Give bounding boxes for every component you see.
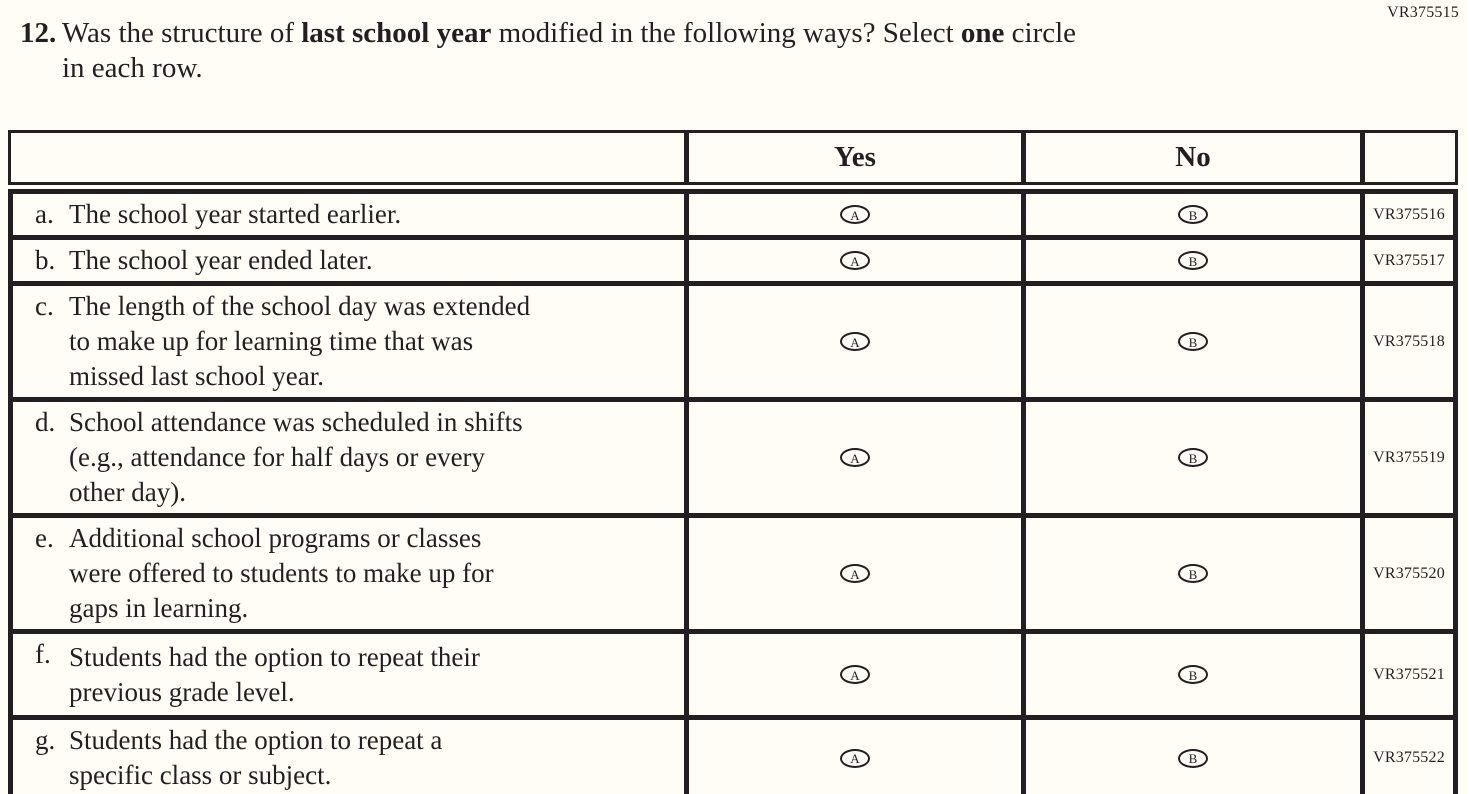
table-body: a. The school year started earlier. A B … [8,189,1458,794]
no-option-cell: B [1026,286,1365,397]
yes-option-cell: A [689,402,1026,513]
no-bubble-e[interactable]: B [1178,564,1208,583]
row-text: The school year started earlier. [69,197,680,232]
row-label: d. [35,407,56,437]
yes-option-cell: A [689,518,1026,629]
question-text-bold: last school year [301,17,492,49]
row-question-cell: c. The length of the school day was exte… [13,286,689,397]
row-label: f. [35,639,51,669]
row-question-cell: b. The school year ended later. [13,240,689,281]
yes-option-cell: A [689,286,1026,397]
no-option-cell: B [1026,634,1365,715]
row-text-line: previous grade level. [69,676,295,707]
table-row-g: g. Students had the option to repeat a sp… [8,715,1458,794]
yes-option-cell: A [689,194,1026,235]
row-question-cell: d. School attendance was scheduled in sh… [13,402,689,513]
no-option-cell: B [1026,240,1365,281]
yes-bubble-f[interactable]: A [840,665,870,684]
row-text: Additional school programs or classes wer… [69,521,680,626]
row-label: a. [35,199,54,229]
table-row-a: a. The school year started earlier. A B … [8,189,1458,240]
row-code: VR375520 [1373,564,1445,582]
yes-bubble-b[interactable]: A [840,251,870,270]
no-option-cell: B [1026,720,1365,794]
row-text-line: gaps in learning. [69,593,249,623]
row-text-line: School attendance was scheduled in shift… [69,407,523,437]
row-text-line: Students had the option to repeat their [69,641,480,672]
no-option-cell: B [1026,518,1365,629]
row-text: The school year ended later. [69,243,680,278]
row-text-line: The school year started earlier. [69,199,402,229]
row-text: Students had the option to repeat their p… [69,640,680,710]
header-no-column: No [1026,133,1365,182]
question-text-part: modified in the following ways? Select [491,17,961,49]
row-question-cell: f. Students had the option to repeat the… [13,634,689,715]
question-text-bold: one [960,17,1005,49]
no-bubble-c[interactable]: B [1178,332,1208,351]
row-code: VR375518 [1373,332,1445,350]
header-code-column [1365,133,1455,182]
table-row-e: e. Additional school programs or classes… [8,513,1458,634]
yes-bubble-c[interactable]: A [840,332,870,351]
row-text-line: to make up for learning time that was [69,326,474,356]
no-bubble-d[interactable]: B [1178,448,1208,467]
row-code: VR375516 [1373,205,1445,223]
question-text-part: circle [1004,17,1077,49]
question-block: 12. Was the structure of last school yea… [20,16,1076,86]
question-number: 12. [20,17,57,49]
row-label: g. [35,725,56,755]
row-question-cell: a. The school year started earlier. [13,194,689,235]
row-text-line: The length of the school day was extende… [69,291,531,321]
no-bubble-b[interactable]: B [1178,251,1208,270]
yes-option-cell: A [689,240,1026,281]
question-line-1: Was the structure of last school year mo… [62,16,1076,51]
table-header-row: Yes No [8,130,1458,185]
row-text-line: Additional school programs or classes [69,523,482,553]
row-code: VR375521 [1373,665,1445,683]
row-label: c. [35,291,54,321]
table-row-c: c. The length of the school day was exte… [8,281,1458,402]
row-text-line: Students had the option to repeat a [69,725,443,755]
table-row-d: d. School attendance was scheduled in sh… [8,397,1458,518]
table-row-b: b. The school year ended later. A B VR37… [8,235,1458,286]
question-text-part: Was the structure of [62,17,302,49]
row-text-line: The school year ended later. [69,245,373,275]
no-option-cell: B [1026,402,1365,513]
header-item-column [11,133,689,182]
question-text: Was the structure of last school year mo… [62,16,1076,86]
no-bubble-a[interactable]: B [1178,205,1208,224]
row-code: VR375517 [1373,251,1445,269]
yes-option-cell: A [689,720,1026,794]
row-code: VR375522 [1373,749,1445,766]
row-text-line: missed last school year. [69,361,324,391]
row-text: Students had the option to repeat a speci… [69,723,680,793]
row-question-cell: e. Additional school programs or classes… [13,518,689,629]
row-text-line: specific class or subject. [69,760,332,790]
yes-bubble-g[interactable]: A [840,748,870,768]
row-text: The length of the school day was extende… [69,289,680,394]
row-question-cell: g. Students had the option to repeat a sp… [13,720,689,794]
no-option-cell: B [1026,194,1365,235]
no-bubble-g[interactable]: B [1178,748,1208,768]
response-table: Yes No a. The school year started earlie… [8,130,1458,794]
yes-option-cell: A [689,634,1026,715]
row-text-line: were offered to students to make up for [69,558,494,588]
table-row-f: f. Students had the option to repeat the… [8,629,1458,720]
row-label: e. [35,523,54,553]
yes-bubble-e[interactable]: A [840,564,870,583]
yes-bubble-d[interactable]: A [840,448,870,467]
row-text-line: other day). [69,477,186,507]
row-text-line: (e.g., attendance for half days or every [69,442,486,472]
header-yes-column: Yes [689,133,1026,182]
yes-bubble-a[interactable]: A [840,205,870,224]
row-text: School attendance was scheduled in shift… [69,405,680,510]
form-code-top-right: VR375515 [1387,4,1459,21]
row-code: VR375519 [1373,448,1445,466]
row-label: b. [35,245,56,275]
question-line-2: in each row. [62,52,203,84]
no-bubble-f[interactable]: B [1178,665,1208,684]
